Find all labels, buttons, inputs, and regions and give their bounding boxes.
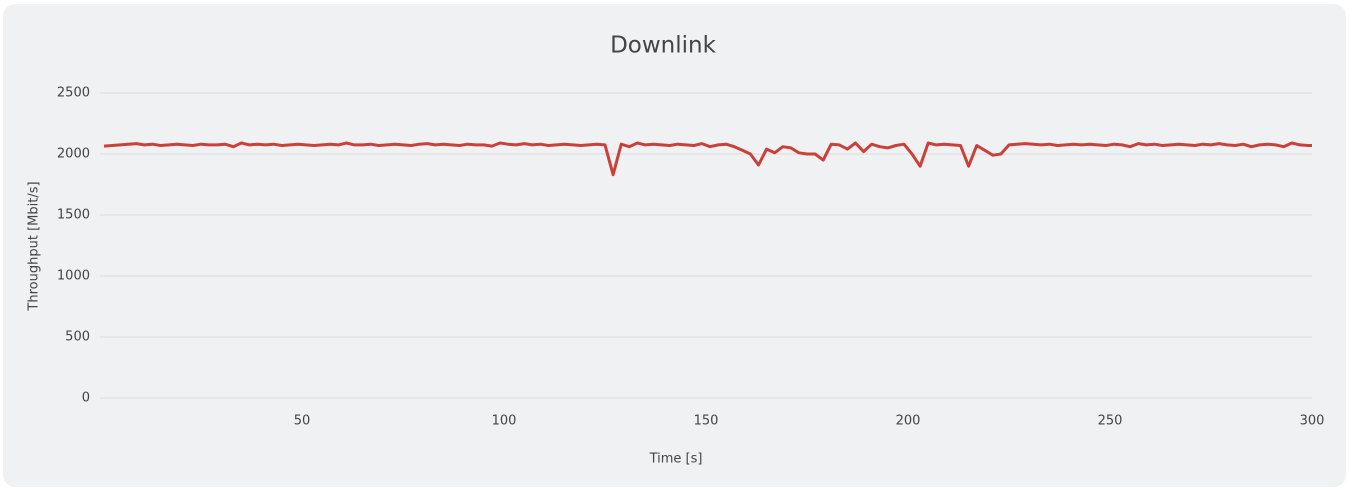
x-axis-label: Time [s] (649, 452, 703, 467)
y-tick-label: 1000 (57, 269, 90, 284)
panel (3, 4, 1346, 487)
y-tick-label: 500 (65, 330, 90, 345)
x-tick-label: 300 (1300, 414, 1325, 429)
x-tick-label: 150 (694, 414, 719, 429)
y-tick-label: 1500 (57, 208, 90, 223)
y-tick-label: 2000 (57, 147, 90, 162)
x-tick-label: 100 (492, 414, 517, 429)
x-tick-label: 50 (294, 414, 311, 429)
chart-title: Downlink (610, 33, 717, 59)
x-tick-label: 200 (896, 414, 921, 429)
y-axis-label: Throughput [Mbit/s] (27, 181, 42, 311)
x-tick-label: 250 (1098, 414, 1123, 429)
y-tick-label: 0 (82, 391, 90, 406)
data-line (103, 141, 1312, 177)
y-tick-label: 2500 (57, 86, 90, 101)
